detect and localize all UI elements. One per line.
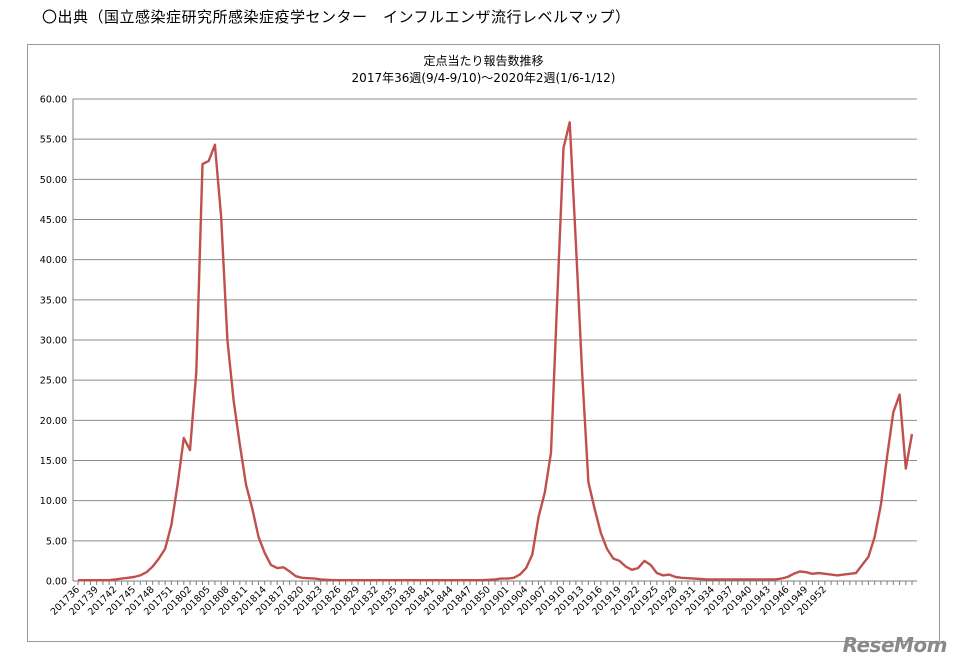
y-tick-label: 40.00 [40,255,67,266]
y-tick-label: 50.00 [40,175,67,186]
y-tick-label: 15.00 [40,456,67,467]
y-tick-label: 30.00 [40,336,67,347]
resemom-logo: ReseMom [842,633,948,657]
chart-subtitle: 2017年36週(9/4-9/10)〜2020年2週(1/6-1/12) [351,71,616,85]
y-tick-label: 45.00 [40,215,67,226]
y-tick-label: 25.00 [40,376,67,387]
chart-frame: 定点当たり報告数推移 2017年36週(9/4-9/10)〜2020年2週(1/… [27,44,940,642]
y-tick-label: 0.00 [46,577,67,588]
source-caption: 〇出典（国立感染症研究所感染症疫学センター インフルエンザ流行レベルマップ） [42,8,631,26]
y-tick-label: 35.00 [40,295,67,306]
y-tick-label: 10.00 [40,496,67,507]
y-tick-label: 5.00 [46,536,67,547]
y-tick-label: 60.00 [40,95,67,106]
chart-title: 定点当たり報告数推移 [423,54,544,68]
series-line [78,121,914,582]
y-tick-label: 55.00 [40,135,67,146]
y-tick-label: 20.00 [40,416,67,427]
line-chart: 0.00 5.00 10.00 15.00 20.00 25.00 30.00 35.00 40… [40,95,917,618]
